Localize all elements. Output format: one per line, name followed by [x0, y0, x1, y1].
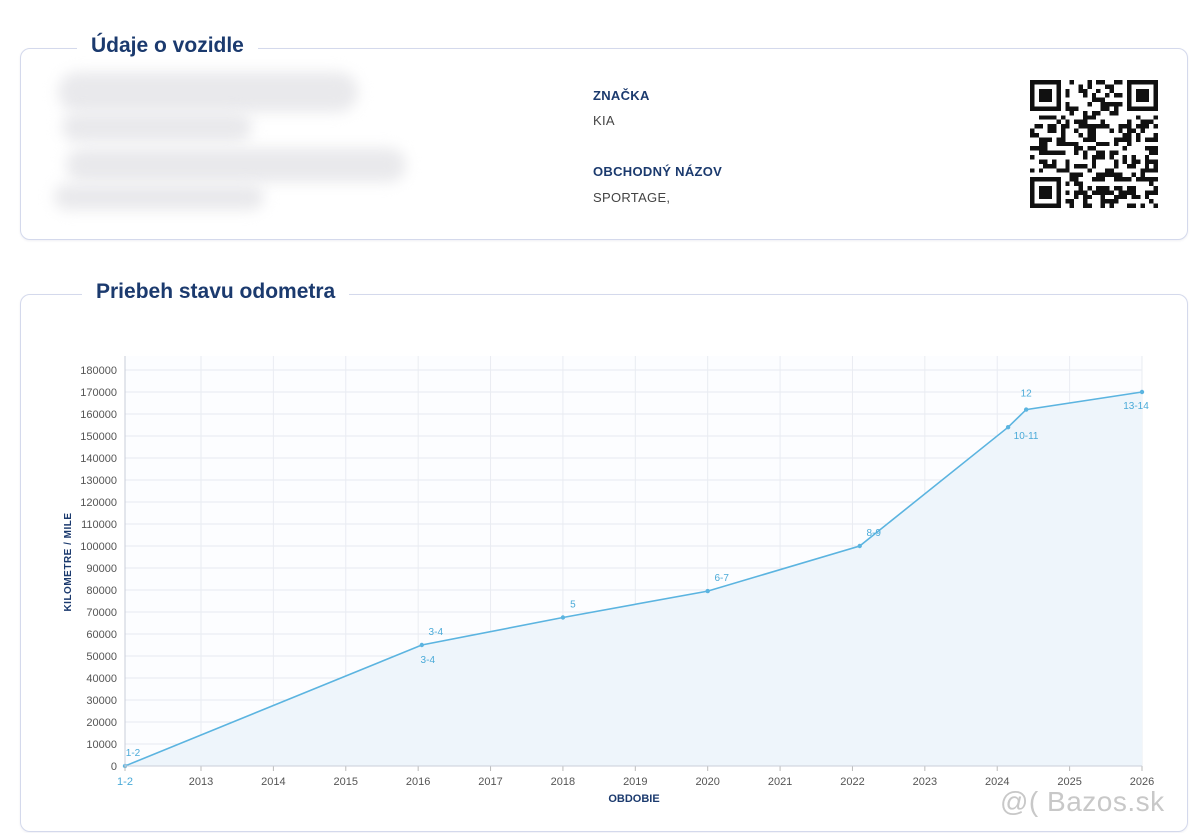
trade-name-value: SPORTAGE,: [593, 190, 671, 205]
brand-value: KIA: [593, 113, 615, 128]
y-tick-label: 140000: [80, 453, 117, 465]
x-tick-label: 2023: [913, 776, 937, 788]
data-label: 13-14: [1123, 401, 1149, 412]
y-tick-label: 50000: [86, 651, 117, 663]
data-point: [1023, 407, 1029, 412]
y-tick-label: 60000: [86, 629, 117, 641]
y-tick-label: 80000: [86, 585, 117, 597]
y-tick-label: 110000: [81, 519, 117, 531]
x-axis-title: OBDOBIE: [608, 793, 659, 805]
y-tick-label: 130000: [80, 475, 117, 487]
series-line: [124, 391, 1143, 767]
qr-code-icon: [1030, 80, 1158, 208]
redacted-area: [66, 148, 406, 182]
x-tick-label: 2014: [261, 776, 285, 788]
odometer-title: Priebeh stavu odometra: [82, 280, 350, 304]
x-tick-label: 2022: [840, 776, 864, 788]
x-tick-label: 2026: [1130, 776, 1154, 788]
x-tick-label: 2017: [478, 776, 502, 788]
x-tick-label: 2024: [985, 776, 1009, 788]
trade-name-label: OBCHODNÝ NÁZOV: [593, 164, 723, 179]
y-tick-label: 100000: [80, 541, 117, 553]
data-point: [560, 615, 566, 620]
y-tick-label: 70000: [86, 607, 117, 619]
y-tick-label: 10000: [86, 739, 117, 751]
redacted-area: [58, 72, 358, 112]
area-fill: [125, 392, 1142, 766]
data-label: 10-11: [1014, 431, 1039, 442]
data-label: 1-2: [126, 748, 141, 759]
x-tick-label: 2016: [406, 776, 430, 788]
redacted-area: [54, 184, 264, 210]
y-tick-label: 180000: [80, 365, 117, 377]
data-label: 3-4: [421, 655, 436, 666]
data-label: 3-4: [429, 627, 444, 638]
y-tick-label: 30000: [86, 695, 117, 707]
watermark-text: @( Bazos.sk: [1000, 786, 1165, 817]
x-tick-label: 2019: [623, 776, 647, 788]
y-tick-label: 160000: [80, 409, 117, 421]
y-tick-label: 20000: [86, 717, 117, 729]
data-label: 8-9: [866, 528, 881, 539]
x-tick-label: 2018: [551, 776, 575, 788]
y-tick-label: 0: [111, 761, 117, 773]
x-tick-label: 2020: [695, 776, 719, 788]
data-label: 5: [570, 600, 576, 611]
vehicle-info-title: Údaje o vozidle: [77, 34, 258, 58]
y-tick-label: 150000: [80, 431, 117, 443]
brand-label: ZNAČKA: [593, 88, 650, 103]
y-tick-label: 40000: [86, 673, 117, 685]
x-tick-label: 2015: [334, 776, 358, 788]
redacted-area: [62, 112, 252, 142]
y-axis-title: KILOMETRE / MILE: [63, 512, 74, 611]
x-tick-label: 2013: [189, 776, 213, 788]
y-tick-label: 120000: [80, 497, 117, 509]
data-point: [1139, 389, 1145, 395]
y-tick-label: 90000: [86, 563, 117, 575]
data-point: [419, 642, 424, 648]
data-label: 12: [1021, 389, 1033, 400]
data-point: [1005, 425, 1011, 430]
data-label: 6-7: [714, 573, 729, 584]
x-tick-label: 2021: [768, 776, 792, 788]
x-tick-label: 2025: [1057, 776, 1081, 788]
x-tick-label: 1-2: [117, 776, 133, 788]
data-point: [857, 543, 862, 549]
data-point: [705, 588, 710, 594]
y-tick-label: 170000: [80, 387, 117, 399]
